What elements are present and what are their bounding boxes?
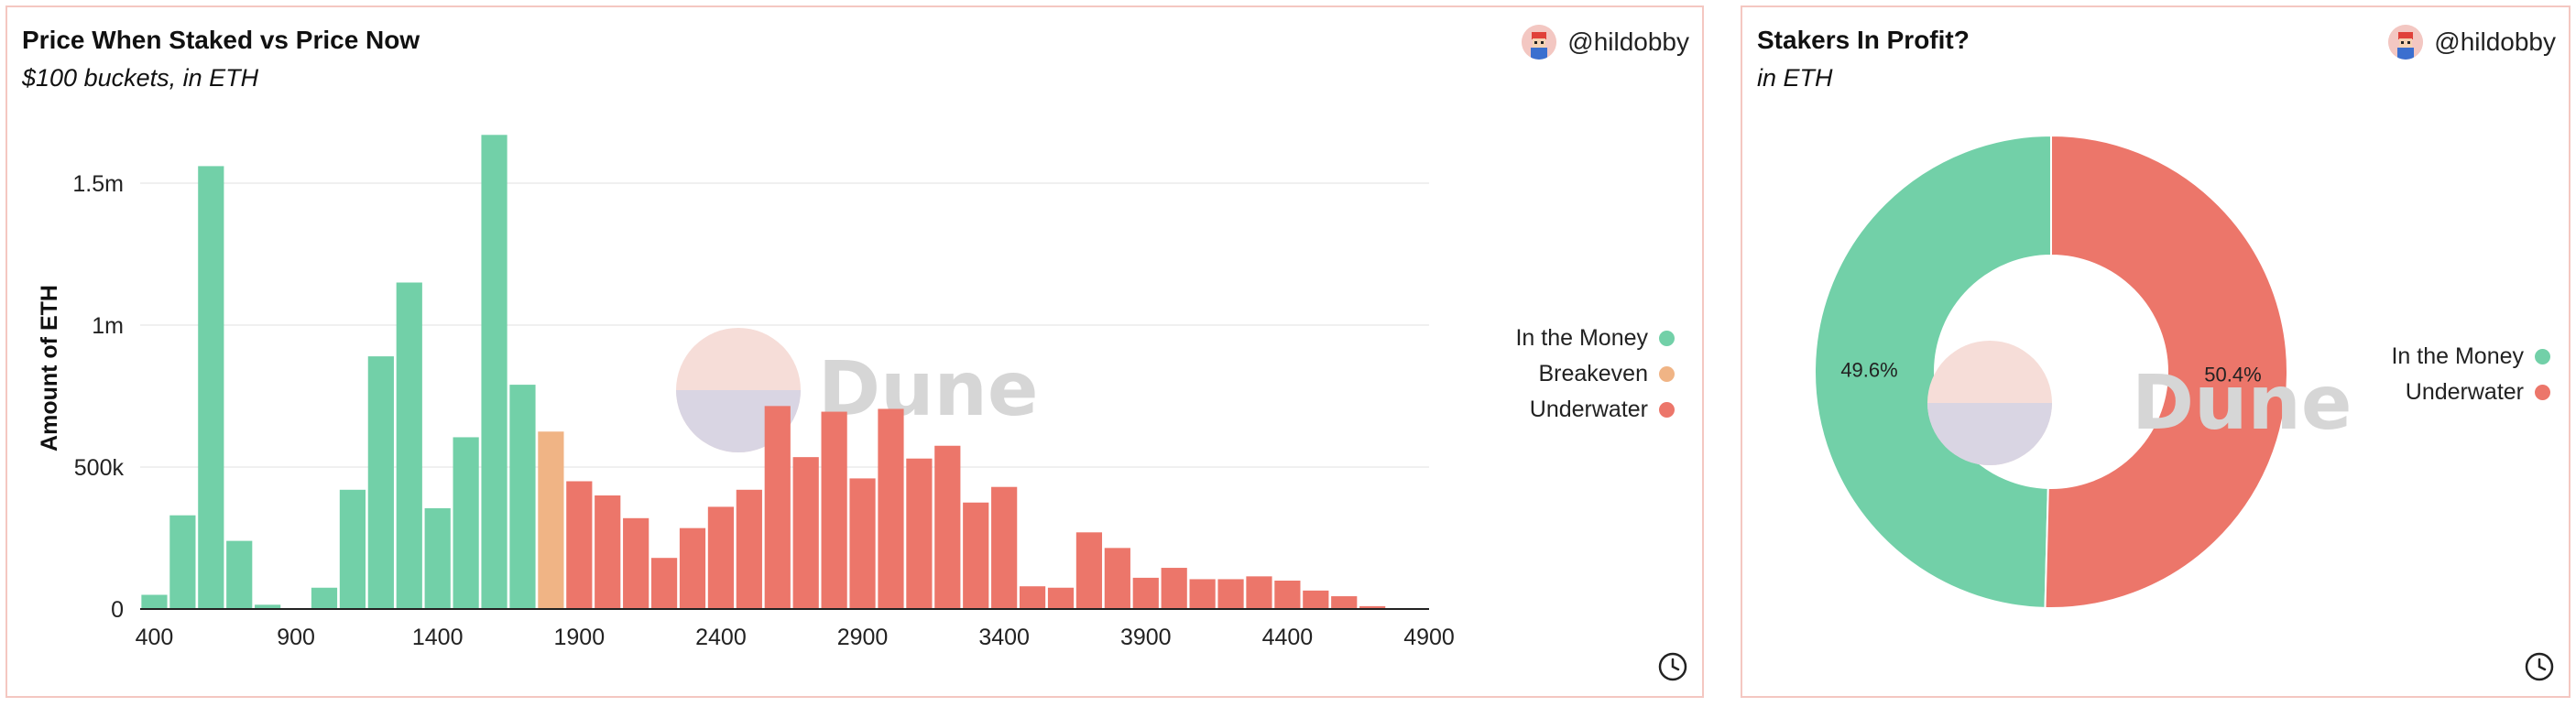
x-tick-label: 3400 <box>978 625 1030 650</box>
x-tick-label: 1900 <box>553 625 605 650</box>
donut-chart: Dune 49.6% 50.4% <box>1814 134 2352 609</box>
author-avatar-icon <box>1522 25 1557 60</box>
x-tick-label: 2400 <box>695 625 747 650</box>
legend-item-breakeven[interactable]: Breakeven <box>1381 356 1675 392</box>
bar-in-the-money[interactable] <box>255 604 281 609</box>
bar-underwater[interactable] <box>821 411 847 609</box>
donut-slice-underwater[interactable] <box>2044 134 2288 609</box>
bar-chart-legend: In the Money Breakeven Underwater <box>1381 321 1675 428</box>
bar-chart-subtitle: $100 buckets, in ETH <box>22 64 259 92</box>
x-tick-label: 1400 <box>412 625 464 650</box>
x-tick-label: 900 <box>277 625 315 650</box>
bar-in-the-money[interactable] <box>453 437 479 609</box>
legend-item-underwater[interactable]: Underwater <box>1381 392 1675 428</box>
bar-underwater[interactable] <box>934 445 961 609</box>
dune-watermark: Dune <box>1927 341 2352 465</box>
bar-underwater[interactable] <box>792 457 819 609</box>
donut-chart-legend: In the Money Underwater <box>2237 339 2550 410</box>
x-tick-label: 400 <box>136 625 174 650</box>
bar-underwater[interactable] <box>650 558 678 609</box>
legend-label: Underwater <box>2405 379 2524 405</box>
bar-underwater[interactable] <box>878 408 904 609</box>
dune-watermark: Dune <box>676 328 1038 452</box>
bar-in-the-money[interactable] <box>226 540 253 609</box>
legend-dot <box>2535 349 2550 364</box>
legend-label: Underwater <box>1529 397 1648 422</box>
bar-underwater[interactable] <box>566 481 593 610</box>
bar-underwater[interactable] <box>1075 532 1103 609</box>
legend-label: In the Money <box>2391 343 2524 369</box>
bar-underwater[interactable] <box>1019 586 1046 609</box>
author-name[interactable]: @hildobby <box>2434 27 2556 56</box>
clock-icon[interactable] <box>1656 650 1689 683</box>
x-tick-label: 4400 <box>1262 625 1314 650</box>
bar-underwater[interactable] <box>595 495 621 609</box>
bar-underwater[interactable] <box>1274 581 1301 609</box>
dune-watermark-text: Dune <box>818 346 1038 433</box>
bar-in-the-money[interactable] <box>169 515 196 609</box>
bar-underwater[interactable] <box>906 458 933 609</box>
donut-chart-panel: Stakers In Profit? in ETH @hildobby Dune… <box>1741 5 2571 698</box>
bar-underwater[interactable] <box>1331 596 1358 609</box>
legend-label: In the Money <box>1515 325 1648 351</box>
bar-in-the-money[interactable] <box>367 356 394 609</box>
legend-dot <box>1659 402 1675 418</box>
legend-item-in-the-money[interactable]: In the Money <box>1381 321 1675 356</box>
bar-breakeven[interactable] <box>538 431 564 609</box>
donut-chart-title: Stakers In Profit? <box>1757 26 1970 54</box>
bar-chart: Dune 0 500k 1m 1.5m 400 900 1400 1900 2400 2900 34… <box>37 135 1455 650</box>
x-tick-label: 3900 <box>1120 625 1172 650</box>
bar-underwater[interactable] <box>707 506 735 609</box>
dune-watermark-text: Dune <box>2132 360 2352 447</box>
donut-value-label: 49.6% <box>1840 359 1897 382</box>
donut-chart-subtitle: in ETH <box>1757 64 1833 92</box>
author-link[interactable]: @hildobby <box>1522 24 1689 60</box>
y-tick-label: 0 <box>111 597 124 623</box>
x-tick-label: 2900 <box>837 625 889 650</box>
bar-in-the-money[interactable] <box>141 594 168 610</box>
bar-underwater[interactable] <box>963 502 989 609</box>
bar-underwater[interactable] <box>1132 577 1159 609</box>
legend-dot <box>1659 331 1675 346</box>
y-tick-label: 1.5m <box>72 171 124 197</box>
donut-value-label: 50.4% <box>2204 363 2261 386</box>
bar-chart-panel: Price When Staked vs Price Now $100 buck… <box>5 5 1704 698</box>
bar-underwater[interactable] <box>736 489 762 609</box>
bar-in-the-money[interactable] <box>509 385 536 609</box>
clock-icon[interactable] <box>2523 650 2556 683</box>
bar-underwater[interactable] <box>1047 587 1075 609</box>
bar-underwater[interactable] <box>849 478 876 609</box>
legend-item-in-the-money[interactable]: In the Money <box>2237 339 2550 375</box>
author-name[interactable]: @hildobby <box>1567 27 1689 56</box>
bar-underwater[interactable] <box>1217 579 1244 609</box>
bar-underwater[interactable] <box>1359 605 1386 609</box>
x-tick-label: 4900 <box>1403 625 1455 650</box>
bar-underwater[interactable] <box>991 486 1018 609</box>
legend-item-underwater[interactable]: Underwater <box>2237 375 2550 410</box>
bar-underwater[interactable] <box>1161 568 1187 609</box>
bar-in-the-money[interactable] <box>396 282 422 610</box>
y-tick-label: 1m <box>92 313 124 339</box>
bar-in-the-money[interactable] <box>198 166 224 609</box>
y-axis-label: Amount of ETH <box>37 285 62 451</box>
author-link[interactable]: @hildobby <box>2388 24 2556 60</box>
bar-in-the-money[interactable] <box>424 507 451 609</box>
bar-chart-title: Price When Staked vs Price Now <box>22 26 420 54</box>
bar-in-the-money[interactable] <box>311 587 338 609</box>
bar-underwater[interactable] <box>1189 579 1216 609</box>
bar-underwater[interactable] <box>623 517 649 609</box>
bar-in-the-money[interactable] <box>481 135 508 610</box>
bar-underwater[interactable] <box>764 406 791 609</box>
bar-underwater[interactable] <box>679 528 706 609</box>
author-avatar-icon <box>2388 25 2424 60</box>
legend-dot <box>2535 385 2550 400</box>
legend-label: Breakeven <box>1538 361 1648 386</box>
legend-dot <box>1659 366 1675 382</box>
bar-underwater[interactable] <box>1303 590 1329 609</box>
bar-underwater[interactable] <box>1246 576 1272 609</box>
bar-underwater[interactable] <box>1104 548 1130 609</box>
y-tick-label: 500k <box>74 455 125 481</box>
bar-in-the-money[interactable] <box>339 489 366 609</box>
